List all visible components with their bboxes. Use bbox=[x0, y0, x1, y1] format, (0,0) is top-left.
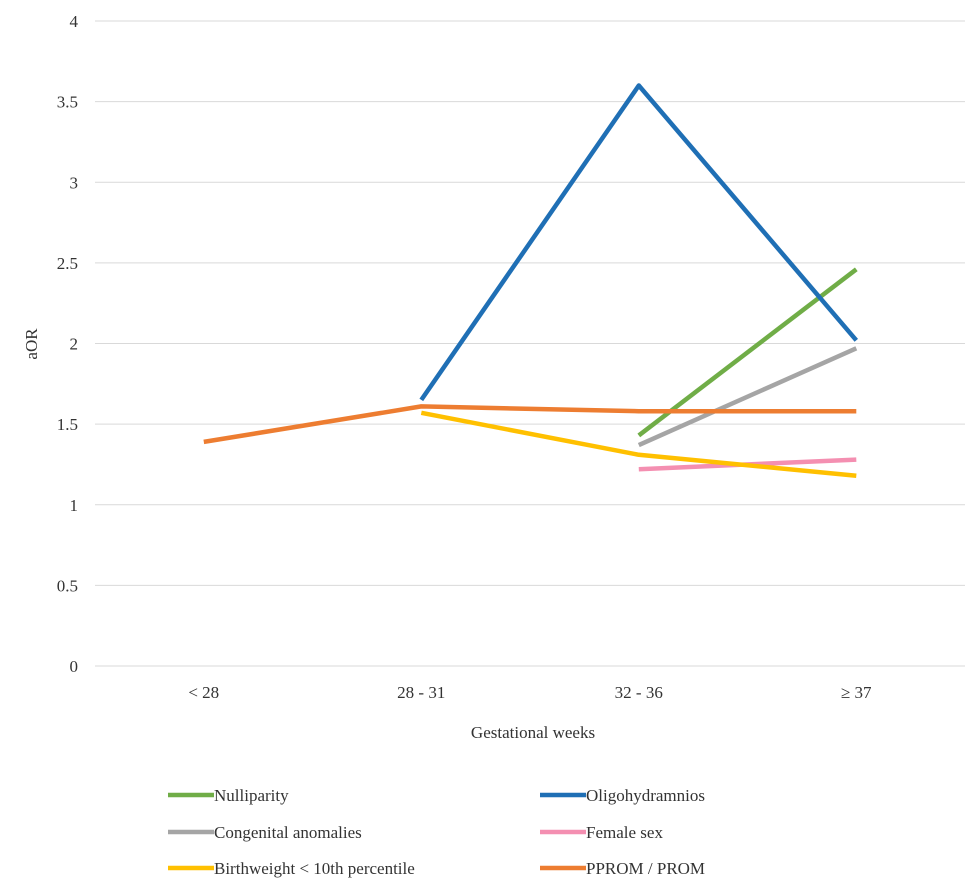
x-tick-label: 28 - 31 bbox=[397, 683, 445, 702]
legend-item: PPROM / PROM bbox=[540, 859, 705, 878]
y-tick-label: 0 bbox=[70, 657, 79, 676]
x-tick-labels: < 28 28 - 31 32 - 36 ≥ 37 bbox=[188, 683, 872, 702]
series-line bbox=[420, 410, 857, 478]
y-tick-labels: 0 0.5 1 1.5 2 2.5 3 3.5 4 bbox=[57, 12, 79, 676]
y-tick-label: 0.5 bbox=[57, 576, 78, 595]
legend-item: Female sex bbox=[540, 823, 663, 842]
x-tick-label: ≥ 37 bbox=[841, 683, 872, 702]
legend-item: Birthweight < 10th percentile bbox=[168, 859, 415, 878]
legend-label: PPROM / PROM bbox=[586, 859, 705, 878]
y-tick-label: 1 bbox=[70, 496, 79, 515]
series-lines bbox=[203, 83, 859, 478]
legend-label: Oligohydramnios bbox=[586, 786, 705, 805]
legend-item: Oligohydramnios bbox=[540, 786, 705, 805]
series-line bbox=[637, 346, 858, 448]
y-tick-label: 1.5 bbox=[57, 415, 78, 434]
legend-label: Female sex bbox=[586, 823, 663, 842]
y-tick-label: 4 bbox=[70, 12, 79, 31]
series-line bbox=[419, 83, 859, 402]
y-tick-label: 3 bbox=[70, 173, 79, 192]
legend: Nulliparity Oligohydramnios Congenital ano… bbox=[168, 786, 705, 878]
x-axis-title: Gestational weeks bbox=[471, 723, 595, 742]
y-tick-label: 2 bbox=[70, 335, 79, 354]
y-tick-label: 2.5 bbox=[57, 254, 78, 273]
y-tick-label: 3.5 bbox=[57, 93, 78, 112]
legend-item: Nulliparity bbox=[168, 786, 289, 805]
legend-label: Nulliparity bbox=[214, 786, 289, 805]
y-axis-title: aOR bbox=[22, 328, 41, 360]
legend-item: Congenital anomalies bbox=[168, 823, 362, 842]
x-tick-label: 32 - 36 bbox=[615, 683, 663, 702]
gridlines bbox=[95, 20, 965, 667]
series-line bbox=[203, 404, 857, 445]
legend-label: Birthweight < 10th percentile bbox=[214, 859, 415, 878]
legend-label: Congenital anomalies bbox=[214, 823, 362, 842]
x-tick-label: < 28 bbox=[188, 683, 219, 702]
